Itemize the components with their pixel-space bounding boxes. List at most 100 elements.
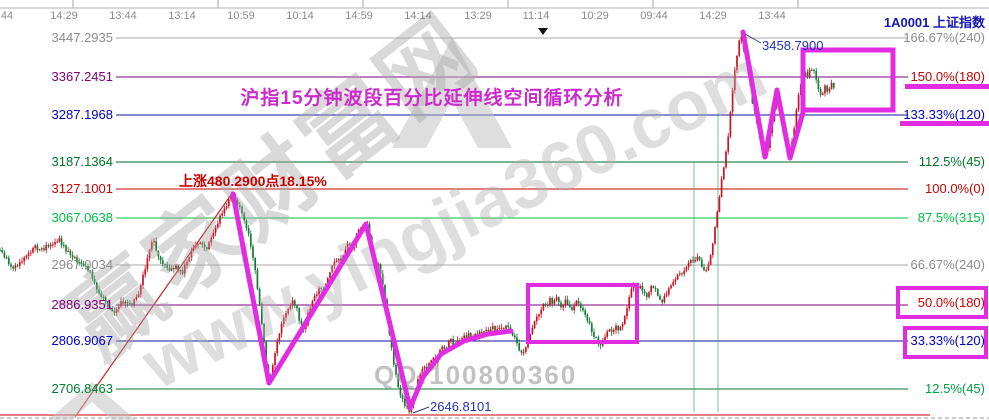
candle-body — [450, 338, 452, 342]
candle-body — [821, 93, 824, 95]
candle-body — [98, 289, 100, 294]
candle-body — [80, 262, 83, 265]
candle-body — [144, 269, 147, 275]
highlight-box — [896, 286, 988, 319]
rise-annotation: 上涨480.2900点18.15% — [179, 173, 327, 189]
candle-body — [379, 264, 382, 274]
candle-body — [291, 300, 294, 306]
candle-body — [575, 300, 578, 306]
price-axis-label: 3367.2451 — [51, 69, 113, 84]
candle-body — [718, 197, 721, 212]
candle-body — [29, 252, 32, 254]
candle-body — [652, 285, 655, 289]
candle-body — [47, 245, 50, 247]
candle-body — [104, 296, 107, 303]
candle-body — [639, 286, 642, 289]
candle-body — [208, 242, 210, 250]
candle-body — [727, 136, 730, 152]
candle-body — [93, 278, 96, 283]
candle-body — [502, 327, 505, 329]
candle-body — [733, 70, 736, 91]
candle-body — [203, 244, 206, 248]
candle-body — [10, 264, 12, 267]
candle-body — [214, 227, 217, 233]
candle-body — [590, 323, 593, 333]
candle-body — [126, 302, 129, 304]
candle-body — [641, 286, 644, 291]
candle-body — [538, 314, 540, 317]
candle-body — [544, 303, 547, 305]
candle-body — [656, 289, 659, 296]
candle-body — [256, 270, 259, 289]
candle-body — [676, 274, 679, 280]
candle-body — [150, 242, 153, 250]
candle-body — [487, 329, 490, 333]
candle-body — [210, 237, 213, 243]
candle-body — [500, 327, 503, 329]
candle-body — [720, 179, 723, 198]
candle-body — [227, 199, 230, 207]
time-axis-label: 14:59 — [345, 10, 373, 22]
candle-body — [709, 254, 712, 265]
candle-body — [533, 321, 536, 328]
candle-body — [687, 263, 690, 268]
candle-body — [3, 252, 6, 258]
time-axis-label: 14:14 — [404, 10, 432, 22]
candle-body — [38, 249, 41, 251]
candle-body — [546, 304, 549, 306]
candle-body — [263, 324, 265, 343]
percent-axis-label: 100.0%(0) — [925, 181, 985, 196]
candle-body — [643, 290, 646, 294]
candle-body — [549, 297, 551, 306]
candle-body — [102, 296, 105, 298]
candle-body — [505, 325, 507, 329]
candle-body — [113, 311, 116, 313]
candle-body — [164, 264, 166, 266]
candle-body — [557, 297, 560, 303]
candle-body — [221, 213, 224, 216]
candle-body — [300, 320, 303, 324]
candle-body — [56, 241, 59, 243]
candle-body — [826, 85, 829, 92]
candle-body — [531, 327, 534, 335]
candle-body — [654, 288, 657, 290]
candle-body — [280, 323, 283, 334]
candle-body — [604, 336, 606, 341]
candle-body — [469, 333, 472, 339]
candle-body — [626, 308, 628, 317]
candle-body — [403, 398, 406, 407]
candle-body — [700, 259, 703, 267]
candle-body — [384, 284, 386, 300]
candle-body — [27, 253, 30, 256]
swing-high-label: 3458.7900 — [762, 38, 824, 53]
candle-body — [260, 303, 263, 325]
candle-body — [419, 374, 422, 380]
candle-body — [478, 331, 481, 336]
candle-body — [480, 331, 483, 333]
candle-body — [535, 316, 538, 322]
candle-body — [157, 250, 160, 257]
candle-body — [340, 258, 342, 261]
candle-body — [49, 244, 52, 247]
candle-body — [54, 242, 56, 245]
candle-body — [76, 257, 78, 263]
pointer-line — [744, 33, 762, 44]
candle-body — [399, 387, 402, 396]
candle-body — [65, 245, 67, 252]
time-axis-label: 10:29 — [581, 10, 609, 22]
percent-axis-label: 50.0%(180) — [917, 295, 985, 310]
candle-body — [225, 206, 228, 209]
candle-body — [5, 257, 8, 259]
candle-body — [243, 213, 246, 221]
candle-body — [650, 285, 653, 293]
candle-body — [89, 270, 92, 272]
pointer-line — [412, 406, 430, 414]
candle-body — [817, 79, 820, 90]
candle-body — [395, 364, 397, 375]
candle-body — [714, 227, 716, 244]
candle-body — [729, 111, 732, 137]
candle-body — [441, 346, 444, 350]
percent-axis-label: 112.5%(45) — [918, 154, 985, 169]
candle-body — [282, 317, 285, 324]
